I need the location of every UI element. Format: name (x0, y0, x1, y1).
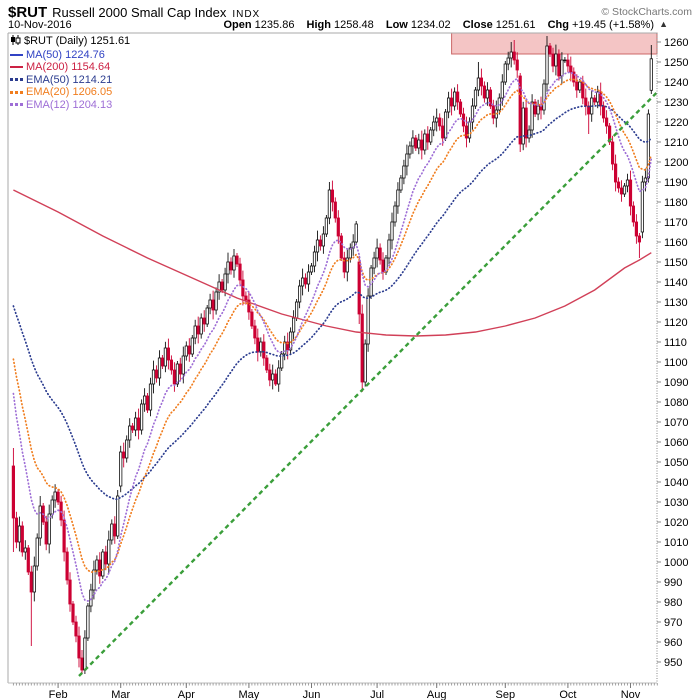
svg-text:Nov: Nov (621, 689, 641, 700)
overlay-MA(200) (13, 189, 652, 337)
legend-line-swatch (10, 103, 23, 107)
svg-text:1010: 1010 (664, 537, 688, 549)
svg-text:1070: 1070 (664, 417, 688, 429)
y-axis-labels: 950 960 970 980 990 1000 1010 1020 1030 1040 1050 1… (657, 37, 688, 669)
legend-item: MA(200) 1154.64 (10, 61, 130, 74)
open-value: 1235.86 (254, 19, 295, 31)
low-label: Low (385, 19, 408, 31)
svg-text:1030: 1030 (664, 497, 688, 509)
chg-label: Chg (547, 19, 569, 31)
svg-text:1210: 1210 (664, 137, 688, 149)
symbol: $RUT (8, 4, 48, 21)
svg-text:960: 960 (664, 637, 682, 649)
svg-text:1170: 1170 (664, 217, 688, 229)
svg-text:Aug: Aug (427, 689, 447, 700)
svg-text:Mar: Mar (111, 689, 130, 700)
svg-text:May: May (239, 689, 260, 700)
overlay-EMA(20) (12, 78, 653, 573)
svg-text:1200: 1200 (664, 157, 688, 169)
legend-item: MA(50) 1224.76 (10, 49, 130, 62)
high-label: High (306, 19, 331, 31)
svg-text:1160: 1160 (664, 237, 688, 249)
candlestick-chart-icon (10, 35, 21, 49)
low-value: 1234.02 (410, 19, 451, 31)
overlay-EMA(12) (12, 71, 653, 602)
close-label: Close (462, 19, 493, 31)
svg-text:1260: 1260 (664, 37, 688, 49)
svg-text:1230: 1230 (664, 97, 688, 109)
svg-text:Oct: Oct (559, 689, 576, 700)
svg-text:1020: 1020 (664, 517, 688, 529)
svg-text:1000: 1000 (664, 557, 688, 569)
exchange-label: INDX (232, 9, 261, 20)
svg-text:1130: 1130 (664, 297, 688, 309)
svg-text:1100: 1100 (664, 357, 688, 369)
legend-item: EMA(12) 1204.13 (10, 99, 130, 112)
svg-text:1180: 1180 (664, 197, 688, 209)
legend-series: $RUT (Daily) 1251.61 (10, 35, 130, 49)
svg-text:1120: 1120 (664, 317, 688, 329)
legend-line-swatch (10, 78, 23, 82)
candlesticks (11, 36, 653, 675)
chg-value: +19.45 (+1.58%) (572, 19, 654, 31)
resistance-zone (451, 32, 658, 55)
svg-text:1190: 1190 (664, 177, 688, 189)
legend-item-label: EMA(12) 1204.13 (26, 98, 113, 111)
svg-text:Jul: Jul (370, 689, 384, 700)
svg-text:Feb: Feb (49, 689, 68, 700)
svg-text:1080: 1080 (664, 397, 688, 409)
legend-item-label: EMA(20) 1206.05 (26, 86, 113, 98)
legend-item: EMA(20) 1206.05 (10, 86, 130, 99)
svg-text:1050: 1050 (664, 457, 688, 469)
svg-text:990: 990 (664, 577, 682, 589)
open-label: Open (223, 19, 252, 31)
legend-item-label: MA(200) 1154.64 (26, 61, 111, 73)
symbol-name: Russell 2000 Small Cap Index (52, 5, 227, 20)
svg-text:970: 970 (664, 617, 682, 629)
x-axis-labels: Feb Mar Apr May Jun Jul Aug Sep Oct Nov (12, 683, 658, 700)
high-value: 1258.48 (334, 19, 374, 31)
chart-legend: $RUT (Daily) 1251.61 MA(50) 1224.76 MA(200… (10, 35, 130, 111)
svg-text:1040: 1040 (664, 477, 688, 489)
copyright: © StockCharts.com (601, 6, 692, 18)
svg-text:Apr: Apr (178, 689, 195, 700)
legend-item: EMA(50) 1214.21 (10, 74, 130, 87)
svg-text:Jun: Jun (303, 689, 321, 700)
chart-header: $RUT Russell 2000 Small Cap Index INDX (8, 4, 696, 21)
svg-text:Sep: Sep (496, 689, 516, 700)
legend-line-swatch (10, 90, 23, 94)
trendline (78, 91, 659, 677)
svg-text:1060: 1060 (664, 437, 688, 449)
ohlc-quote: Open 1235.86 High 1258.48 Low 1234.02 Cl… (214, 19, 654, 31)
up-arrow-icon: ▲ (659, 19, 668, 29)
svg-text:1220: 1220 (664, 117, 688, 129)
legend-line-swatch (10, 66, 23, 69)
svg-text:1090: 1090 (664, 377, 688, 389)
svg-text:1240: 1240 (664, 77, 688, 89)
svg-text:950: 950 (664, 657, 682, 669)
legend-line-swatch (10, 53, 23, 56)
legend-item-label: EMA(50) 1214.21 (26, 73, 113, 86)
svg-text:1150: 1150 (664, 257, 688, 269)
svg-text:1250: 1250 (664, 57, 688, 69)
quote-row: 10-Nov-2016 Open 1235.86 High 1258.48 Lo… (8, 19, 696, 33)
svg-text:980: 980 (664, 597, 682, 609)
legend-item-label: MA(50) 1224.76 (26, 48, 105, 61)
close-value: 1251.61 (495, 19, 536, 31)
legend-series-label: $RUT (Daily) 1251.61 (24, 35, 131, 47)
svg-text:1110: 1110 (664, 337, 687, 349)
quote-date: 10-Nov-2016 (8, 19, 72, 31)
overlay-EMA(50) (12, 104, 653, 501)
svg-text:1140: 1140 (664, 277, 688, 289)
